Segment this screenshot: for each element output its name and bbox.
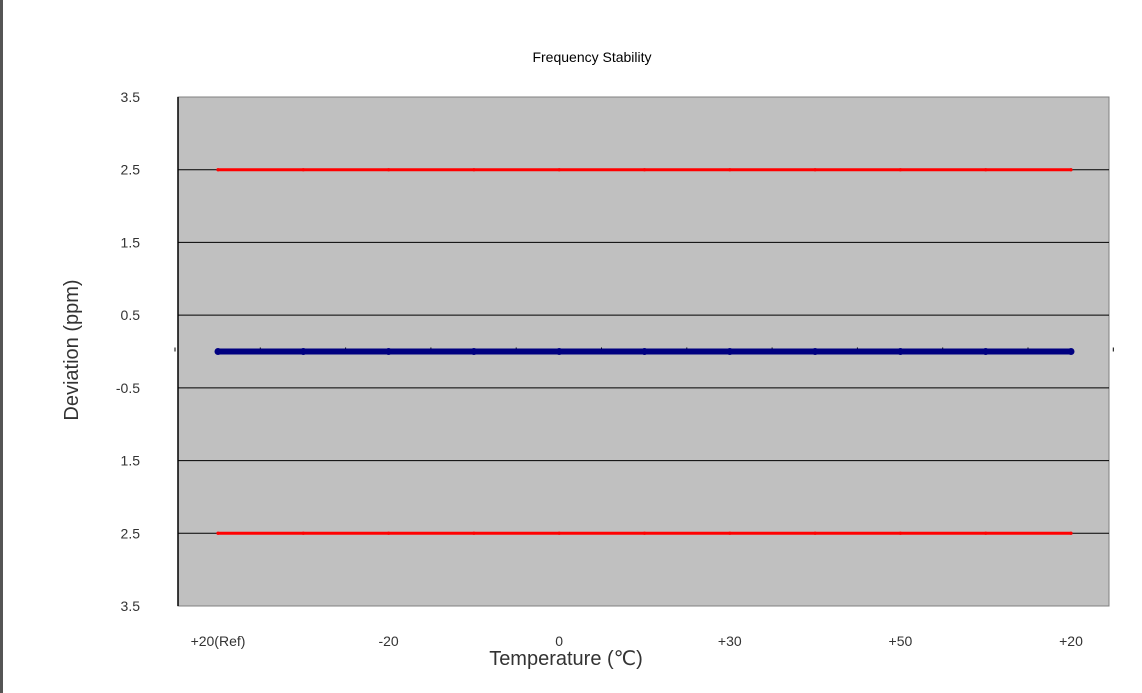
series-point [299, 348, 307, 355]
series-point [641, 348, 648, 355]
y-tick-labels: 3.5 2.5 1.5 0.5 -0.5 1.5 2.5 3.5 [116, 89, 140, 614]
series-point [214, 348, 222, 355]
series-point [472, 531, 476, 535]
x-tick-label: +50 [889, 633, 913, 649]
series-point [1067, 348, 1075, 355]
x-tick-label: -20 [378, 633, 398, 649]
y-tick-label: 2.5 [121, 162, 141, 178]
series-point [898, 168, 903, 172]
series-point [728, 168, 732, 172]
series-point [811, 348, 819, 355]
y-tick-label: 1.5 [121, 234, 141, 250]
x-tick-label: +30 [718, 633, 742, 649]
y-tick-label: 3.5 [121, 598, 141, 614]
y-tick-label: -0.5 [116, 380, 140, 396]
x-tick-labels: +20(Ref) -20 0 +30 +50 +20 [191, 633, 1084, 649]
chart-title: Frequency Stability [532, 49, 651, 65]
series-point [1069, 168, 1073, 172]
y-tick-label: 0.5 [121, 307, 141, 323]
series-point [216, 531, 220, 535]
series-point [557, 531, 561, 535]
page-left-border [0, 0, 3, 693]
series-point [470, 348, 478, 355]
series-point [813, 531, 817, 535]
series-point [728, 531, 732, 535]
series-point [387, 168, 391, 172]
x-tick-label: +20(Ref) [191, 633, 246, 649]
series-point [555, 348, 563, 355]
x-tick-label: 0 [555, 633, 563, 649]
series-point [557, 168, 561, 172]
series-point [216, 168, 220, 172]
series-point [896, 348, 904, 355]
series-point [984, 531, 988, 535]
y-tick-label: 2.5 [121, 525, 141, 541]
series-group [214, 168, 1075, 535]
series-point [1069, 531, 1073, 535]
y-tick-label: 3.5 [121, 89, 141, 105]
series-point [642, 531, 647, 535]
y-axis-label: Deviation (ppm) [61, 279, 83, 420]
series-point [472, 168, 476, 172]
series-point [726, 348, 734, 355]
series-point [898, 531, 903, 535]
series-point [301, 531, 305, 535]
series-point [984, 168, 988, 172]
series-point [982, 348, 990, 355]
y-tick-label: 1.5 [121, 453, 141, 469]
x-axis-label: Temperature (℃) [489, 648, 643, 670]
series-point [387, 531, 391, 535]
series-point [385, 348, 393, 355]
series-point [301, 168, 305, 172]
x-tick-label: +20 [1059, 633, 1083, 649]
series-point [813, 168, 817, 172]
series-point [642, 168, 647, 172]
